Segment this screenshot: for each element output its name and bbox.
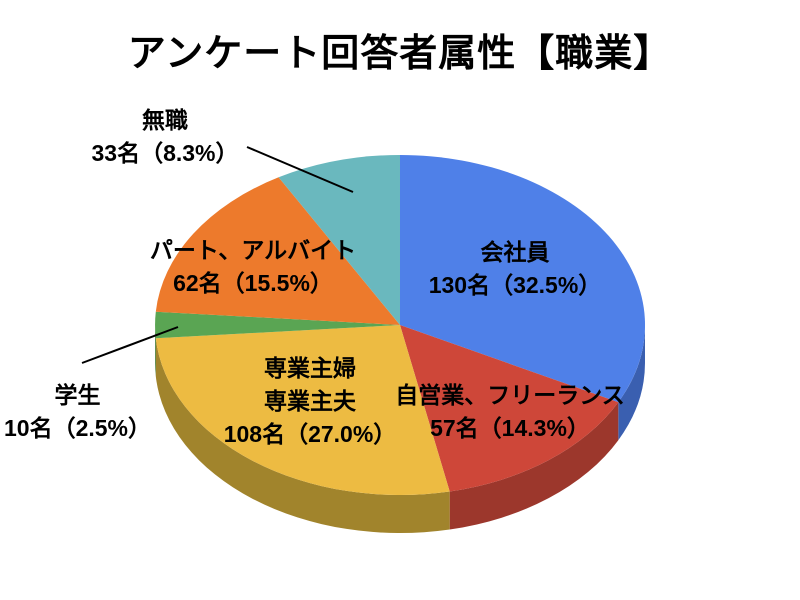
pie-slice-1 xyxy=(400,325,619,492)
label-shufu-value: 108名（27.0%） xyxy=(223,421,397,447)
label-jieigyo-value: 57名（14.3%） xyxy=(430,415,590,441)
label-mushoku: 無職 33名（8.3%） xyxy=(45,104,285,170)
pie-slice-side-2 xyxy=(155,338,450,534)
label-kaishain-value: 130名（32.5%） xyxy=(428,272,602,298)
label-jieigyo: 自営業、フリーランス 57名（14.3%） xyxy=(388,379,632,445)
pie-slice-side-0 xyxy=(618,325,645,441)
pie-slice-5 xyxy=(278,154,400,325)
label-mushoku-value: 33名（8.3%） xyxy=(91,140,239,166)
pie-slice-4 xyxy=(155,177,400,325)
label-shufu-name-2: 専業主夫 xyxy=(264,388,356,414)
label-kaishain: 会社員 130名（32.5%） xyxy=(395,236,635,302)
pie-slice-0 xyxy=(400,155,646,403)
leader-line-gakusei xyxy=(81,326,179,364)
label-gakusei: 学生 10名（2.5%） xyxy=(0,379,155,445)
label-kaishain-name: 会社員 xyxy=(480,239,550,265)
label-mushoku-name: 無職 xyxy=(142,107,188,133)
pie-slice-side-1 xyxy=(449,402,619,530)
label-gakusei-value: 10名（2.5%） xyxy=(3,415,151,441)
page-title: アンケート回答者属性【職業】 xyxy=(127,33,673,75)
label-shufu: 専業主婦 専業主夫 108名（27.0%） xyxy=(190,352,430,451)
label-part-arbeit-name: パート、アルバイト xyxy=(149,237,357,263)
label-jieigyo-name: 自営業、フリーランス xyxy=(395,382,625,408)
pie-slice-side-3 xyxy=(155,325,156,377)
label-part-arbeit: パート、アルバイト 62名（15.5%） xyxy=(133,234,373,300)
leader-line-mushoku xyxy=(246,146,354,193)
pie-slice-2 xyxy=(155,325,450,496)
label-gakusei-name: 学生 xyxy=(54,382,101,408)
pie-slice-3 xyxy=(155,311,400,339)
label-part-arbeit-value: 62名（15.5%） xyxy=(173,270,333,296)
label-shufu-name-1: 専業主婦 xyxy=(264,355,356,381)
